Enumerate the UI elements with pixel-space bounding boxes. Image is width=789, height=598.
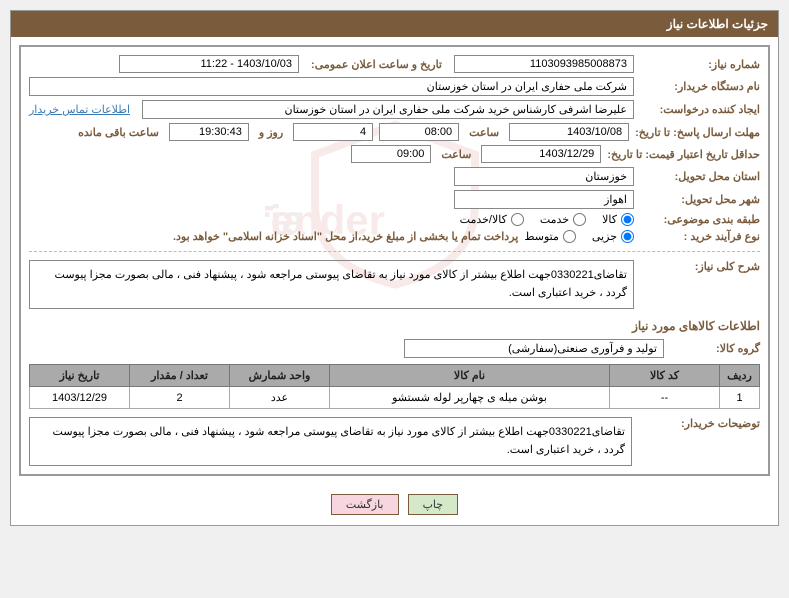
day-and-label: روز و [259, 126, 283, 139]
proc-part-radio[interactable] [621, 230, 634, 243]
deadline-label: مهلت ارسال پاسخ: تا تاریخ: [635, 126, 760, 139]
group-label: گروه کالا: [670, 342, 760, 355]
cat-service-radio[interactable] [573, 213, 586, 226]
province-field: خوزستان [454, 167, 634, 186]
print-button[interactable]: چاپ [408, 494, 459, 515]
category-radios: کالا خدمت کالا/خدمت [460, 213, 634, 226]
group-field: تولید و فرآوری صنعتی(سفارشی) [404, 339, 664, 358]
time-label-1: ساعت [469, 126, 499, 139]
category-label: طبقه بندی موضوعی: [640, 213, 760, 226]
province-label: استان محل تحویل: [640, 170, 760, 183]
min-valid-time: 09:00 [351, 145, 431, 163]
th-qty: تعداد / مقدار [130, 365, 230, 387]
proc-mid-label: متوسط [524, 230, 559, 243]
requester-label: ایجاد کننده درخواست: [640, 103, 760, 116]
overview-label: شرح کلی نیاز: [640, 260, 760, 273]
cell-name: بوشن میله ی چهارپر لوله شستشو [330, 387, 610, 409]
cat-service-label: خدمت [540, 213, 569, 226]
cat-service-option[interactable]: خدمت [540, 213, 586, 226]
proc-part-label: جزیی [592, 230, 617, 243]
panel-title: جزئیات اطلاعات نیاز [11, 11, 778, 37]
requester-field: علیرضا اشرفی کارشناس خرید شرکت ملی حفاری… [142, 100, 634, 119]
announce-field: 1403/10/03 - 11:22 [119, 55, 299, 73]
deadline-time: 08:00 [379, 123, 459, 141]
announce-label: تاریخ و ساعت اعلان عمومی: [311, 58, 442, 71]
remaining-label: ساعت باقی مانده [78, 126, 159, 139]
deadline-date: 1403/10/08 [509, 123, 629, 141]
cat-goods-label: کالا [602, 213, 617, 226]
cell-qty: 2 [130, 387, 230, 409]
city-label: شهر محل تحویل: [640, 193, 760, 206]
proc-mid-radio[interactable] [563, 230, 576, 243]
min-valid-date: 1403/12/29 [481, 145, 601, 163]
th-unit: واحد شمارش [230, 365, 330, 387]
th-date: تاریخ نیاز [30, 365, 130, 387]
proc-type-label: نوع فرآیند خرید : [640, 230, 760, 243]
th-code: کد کالا [610, 365, 720, 387]
th-name: نام کالا [330, 365, 610, 387]
time-label-2: ساعت [441, 148, 471, 161]
proc-mid-option[interactable]: متوسط [524, 230, 576, 243]
buyer-org-field: شرکت ملی حفاری ایران در استان خوزستان [29, 77, 634, 96]
cat-both-label: کالا/خدمت [460, 213, 507, 226]
buyer-notes-label: توضیحات خریدار: [640, 417, 760, 430]
proc-radios: جزیی متوسط [524, 230, 634, 243]
cell-row: 1 [720, 387, 760, 409]
cat-goods-option[interactable]: کالا [602, 213, 634, 226]
table-row: 1 -- بوشن میله ی چهارپر لوله شستشو عدد 2… [30, 387, 760, 409]
city-field: اهواز [454, 190, 634, 209]
proc-note: پرداخت تمام یا بخشی از مبلغ خرید،از محل … [173, 230, 518, 243]
divider [29, 251, 760, 252]
items-section-title: اطلاعات کالاهای مورد نیاز [29, 319, 760, 333]
timer-field: 19:30:43 [169, 123, 249, 141]
need-no-field: 1103093985008873 [454, 55, 634, 73]
actions-bar: چاپ بازگشت [11, 484, 778, 525]
cat-goods-radio[interactable] [621, 213, 634, 226]
details-panel: جزئیات اطلاعات نیاز ria Tender شماره نیا… [10, 10, 779, 526]
th-row: ردیف [720, 365, 760, 387]
cell-unit: عدد [230, 387, 330, 409]
cat-both-radio[interactable] [511, 213, 524, 226]
overview-box: تقاضای0330221جهت اطلاع بیشتر از کالای مو… [29, 260, 634, 309]
buyer-org-label: نام دستگاه خریدار: [640, 80, 760, 93]
items-table: ردیف کد کالا نام کالا واحد شمارش تعداد /… [29, 364, 760, 409]
back-button[interactable]: بازگشت [331, 494, 399, 515]
cell-date: 1403/12/29 [30, 387, 130, 409]
contact-link[interactable]: اطلاعات تماس خریدار [29, 103, 130, 116]
need-no-label: شماره نیاز: [640, 58, 760, 71]
panel-body: ria Tender شماره نیاز: 1103093985008873 … [19, 45, 770, 476]
cat-both-option[interactable]: کالا/خدمت [460, 213, 524, 226]
days-remaining: 4 [293, 123, 373, 141]
cell-code: -- [610, 387, 720, 409]
min-valid-label: حداقل تاریخ اعتبار قیمت: تا تاریخ: [607, 148, 760, 161]
proc-part-option[interactable]: جزیی [592, 230, 634, 243]
table-header-row: ردیف کد کالا نام کالا واحد شمارش تعداد /… [30, 365, 760, 387]
buyer-notes-box: تقاضای0330221جهت اطلاع بیشتر از کالای مو… [29, 417, 632, 466]
